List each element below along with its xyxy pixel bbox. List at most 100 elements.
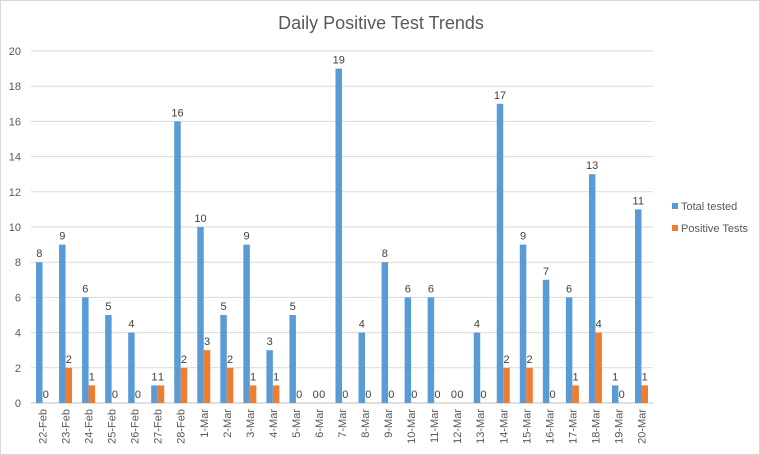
legend: Total tested Positive Tests (672, 201, 749, 235)
y-tick-label: 8 (15, 257, 21, 269)
data-label-total-tested: 19 (333, 55, 345, 67)
x-tick-label: 2-Mar (222, 409, 234, 438)
data-label-positive-tests: 0 (296, 389, 302, 401)
y-tick-label: 18 (9, 81, 21, 93)
data-label-total-tested: 4 (359, 319, 365, 331)
bar-total-tested (565, 297, 573, 403)
y-tick-label: 6 (15, 292, 21, 304)
y-tick-label: 2 (15, 363, 21, 375)
data-label-total-tested: 3 (267, 336, 273, 348)
bar-total-tested (82, 297, 89, 403)
x-tick-label: 22-Feb (38, 409, 50, 444)
y-tick-label: 4 (15, 328, 21, 340)
bar-total-tested (105, 315, 112, 403)
x-tick-label: 25-Feb (107, 409, 119, 444)
x-tick-label: 15-Mar (521, 409, 533, 444)
data-label-total-tested: 16 (171, 107, 183, 119)
data-label-total-tested: 0 (313, 389, 319, 401)
x-tick-label: 5-Mar (291, 409, 303, 438)
data-label-positive-tests: 0 (619, 389, 625, 401)
x-tick-label: 17-Mar (567, 409, 579, 444)
bar-positive-tests (180, 367, 188, 403)
data-label-positive-tests: 0 (319, 389, 325, 401)
data-label-positive-tests: 0 (434, 389, 440, 401)
data-label-total-tested: 5 (105, 301, 111, 313)
bar-total-tested (220, 315, 227, 403)
bar-total-tested (473, 332, 481, 403)
y-tick-label: 20 (9, 46, 21, 58)
data-label-positive-tests: 1 (250, 371, 256, 383)
x-tick-label: 1-Mar (199, 409, 211, 438)
bar-positive-tests (272, 385, 280, 403)
data-label-total-tested: 0 (451, 389, 457, 401)
x-tick-label: 6-Mar (314, 409, 326, 438)
x-tick-label: 23-Feb (61, 409, 73, 444)
y-tick-label: 0 (15, 398, 21, 410)
data-label-total-tested: 9 (244, 231, 250, 243)
data-label-total-tested: 17 (494, 90, 506, 102)
bar-total-tested (197, 227, 204, 403)
x-tick-label: 12-Mar (452, 409, 464, 444)
data-label-positive-tests: 1 (642, 371, 648, 383)
legend-swatch (672, 203, 678, 209)
data-label-total-tested: 8 (36, 248, 42, 260)
data-label-total-tested: 6 (428, 283, 434, 295)
y-tick-label: 10 (9, 222, 21, 234)
data-label-positive-tests: 1 (273, 371, 279, 383)
x-tick-label: 10-Mar (406, 409, 418, 444)
bar-total-tested (381, 262, 389, 403)
bar-total-tested (151, 385, 158, 403)
x-tick-label: 18-Mar (590, 409, 602, 444)
x-tick-label: 4-Mar (268, 409, 280, 438)
data-label-positive-tests: 1 (89, 371, 95, 383)
data-label-positive-tests: 0 (43, 389, 49, 401)
bar-positive-tests (526, 367, 533, 403)
bar-total-tested (427, 297, 435, 403)
bar-positive-tests (65, 367, 73, 403)
data-label-total-tested: 6 (405, 283, 411, 295)
legend-swatch (672, 225, 678, 231)
bar-positive-tests (249, 385, 257, 403)
data-label-total-tested: 4 (474, 319, 480, 331)
data-label-positive-tests: 0 (457, 389, 463, 401)
x-axis-ticks: 22-Feb 23-Feb 24-Feb 25-Feb 26-Feb 27-Feb 28-F… (38, 409, 649, 444)
data-label-total-tested: 5 (290, 301, 296, 313)
bar-positive-tests (641, 385, 648, 403)
data-label-total-tested: 6 (566, 283, 572, 295)
data-label-positive-tests: 0 (550, 389, 556, 401)
data-label-positive-tests: 0 (135, 389, 141, 401)
legend-label: Positive Tests (681, 223, 749, 235)
bar-total-tested (289, 315, 296, 403)
data-label-positive-tests: 0 (411, 389, 417, 401)
data-label-positive-tests: 0 (342, 389, 348, 401)
data-label-positive-tests: 0 (480, 389, 486, 401)
data-label-positive-tests: 2 (503, 354, 509, 366)
data-label-positive-tests: 0 (112, 389, 118, 401)
data-label-total-tested: 9 (520, 231, 526, 243)
y-tick-label: 14 (9, 152, 21, 164)
data-label-positive-tests: 0 (388, 389, 394, 401)
bar-total-tested (335, 68, 342, 403)
x-tick-label: 14-Mar (498, 409, 510, 444)
bar-positive-tests (503, 367, 510, 403)
bar-total-tested (59, 244, 66, 403)
bar-total-tested (542, 279, 550, 403)
y-tick-label: 16 (9, 116, 21, 128)
data-label-positive-tests: 4 (596, 319, 602, 331)
bar-total-tested (611, 385, 619, 403)
data-label-total-tested: 8 (382, 248, 388, 260)
data-label-total-tested: 10 (194, 213, 206, 225)
bar-positive-tests (226, 367, 234, 403)
bar-total-tested (36, 262, 43, 403)
legend-label: Total tested (681, 201, 737, 213)
x-tick-label: 16-Mar (544, 409, 556, 444)
y-tick-label: 12 (9, 187, 21, 199)
data-label-total-tested: 1 (151, 371, 157, 383)
bar-positive-tests (157, 385, 165, 403)
bar-total-tested (634, 209, 642, 403)
bar-total-tested (404, 297, 412, 403)
bar-total-tested (358, 332, 366, 403)
data-label-total-tested: 13 (586, 160, 598, 172)
x-tick-label: 13-Mar (475, 409, 487, 444)
